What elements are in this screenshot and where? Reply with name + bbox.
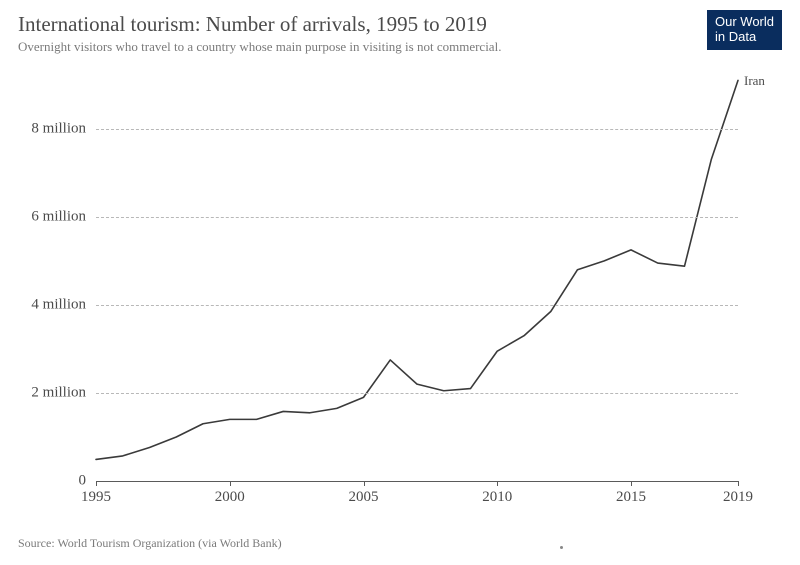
chart-title: International tourism: Number of arrival… — [18, 12, 782, 37]
series-line — [96, 80, 738, 459]
y-axis-label: 8 million — [31, 120, 86, 137]
chart-header: International tourism: Number of arrival… — [0, 0, 800, 61]
source-footer: Source: World Tourism Organization (via … — [18, 536, 282, 551]
plot-area: 02 million4 million6 million8 million199… — [96, 76, 738, 481]
x-axis-tick — [497, 481, 498, 486]
y-axis-label: 6 million — [31, 208, 86, 225]
x-axis-label: 2019 — [723, 489, 753, 506]
x-axis-tick — [631, 481, 632, 486]
series-label: Iran — [744, 73, 765, 89]
x-axis-tick — [738, 481, 739, 486]
x-axis-tick — [364, 481, 365, 486]
logo-line-2: in Data — [715, 29, 756, 44]
x-axis-tick — [96, 481, 97, 486]
x-axis-baseline — [96, 481, 738, 482]
y-axis-label: 0 — [79, 473, 87, 490]
series-line-halo — [96, 80, 738, 459]
logo-line-1: Our World — [715, 14, 774, 29]
y-axis-label: 2 million — [31, 384, 86, 401]
x-axis-label: 2000 — [215, 489, 245, 506]
x-axis-label: 1995 — [81, 489, 111, 506]
gridline — [96, 305, 738, 306]
x-axis-label: 2015 — [616, 489, 646, 506]
chart-area: 0 2 million 4 million 6 million 8 million 199… — [18, 66, 782, 517]
line-chart-svg — [96, 76, 738, 481]
x-axis-label: 2005 — [349, 489, 379, 506]
chart-subtitle: Overnight visitors who travel to a count… — [18, 39, 782, 55]
x-axis-tick — [230, 481, 231, 486]
gridline — [96, 393, 738, 394]
gridline — [96, 129, 738, 130]
gridline — [96, 217, 738, 218]
x-axis-label: 2010 — [482, 489, 512, 506]
owid-logo: Our World in Data — [707, 10, 782, 50]
footer-decorative-dot — [560, 546, 563, 549]
y-axis-label: 4 million — [31, 296, 86, 313]
